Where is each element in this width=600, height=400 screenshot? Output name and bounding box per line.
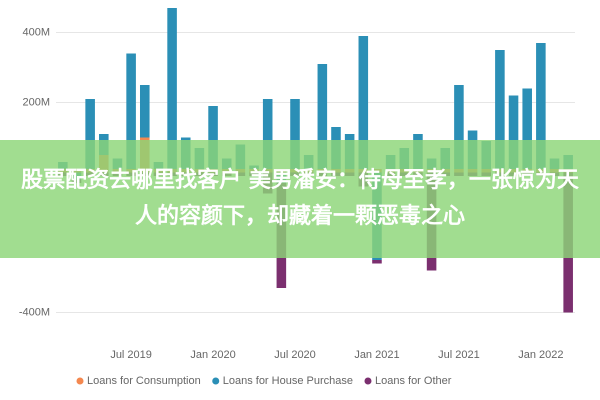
y-tick-label: 200M — [22, 96, 50, 108]
x-tick-label: Jan 2020 — [190, 349, 235, 361]
bar-segment — [454, 85, 464, 169]
bar-segment — [167, 8, 177, 169]
x-tick-label: Jul 2021 — [438, 349, 480, 361]
x-tick-label: Jul 2019 — [110, 349, 152, 361]
bar-segment — [139, 85, 150, 138]
bar-segment — [262, 99, 273, 169]
legend-marker — [76, 377, 84, 385]
y-tick-label: -400M — [19, 306, 50, 318]
bar-segment — [358, 36, 369, 169]
x-tick-label: Jan 2022 — [518, 349, 563, 361]
bar-segment — [372, 260, 382, 264]
legend-label: Loans for Other — [375, 375, 452, 387]
legend-label: Loans for House Purchase — [223, 375, 353, 387]
legend-label: Loans for Consumption — [87, 375, 201, 387]
legend-marker — [212, 377, 220, 385]
bar-segment — [290, 99, 300, 169]
y-tick-label: 400M — [22, 26, 50, 38]
x-tick-label: Jul 2020 — [274, 349, 316, 361]
bar-segment — [536, 43, 546, 169]
overlay-text: 股票配资去哪里找客户 美男潘安：侍母至孝，一张惊为天人的容颜下，却藏着一颗恶毒之… — [21, 168, 579, 229]
legend-marker — [364, 377, 372, 385]
bar-segment — [85, 99, 95, 169]
bar-segment — [522, 88, 532, 169]
bar-segment — [126, 53, 136, 169]
overlay-banner: 股票配资去哪里找客户 美男潘安：侍母至孝，一张惊为天人的容颜下，却藏着一颗恶毒之… — [0, 140, 600, 258]
bar-segment — [508, 95, 519, 169]
x-tick-label: Jan 2021 — [354, 349, 399, 361]
bar-segment — [317, 64, 328, 169]
bar-segment — [495, 50, 505, 169]
bar-segment — [208, 106, 218, 169]
